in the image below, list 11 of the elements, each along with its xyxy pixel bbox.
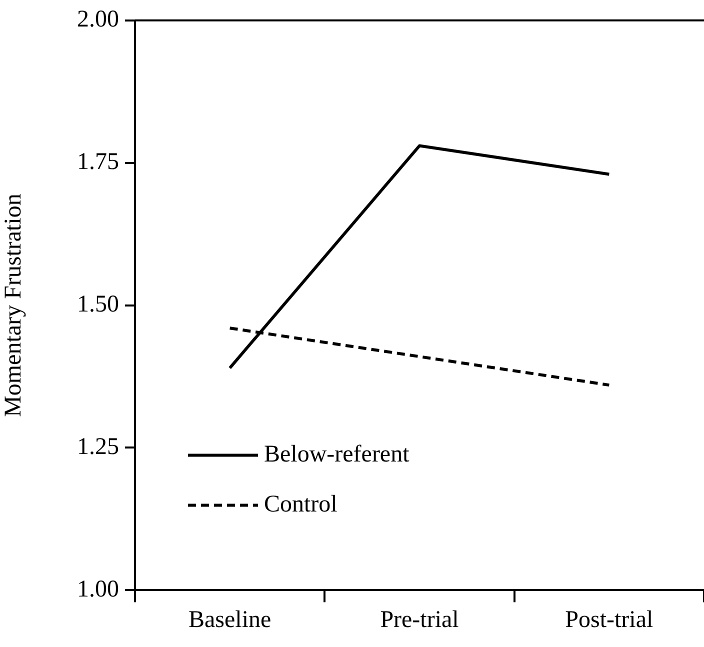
legend-label: Control: [264, 491, 338, 518]
legend-label: Below-referent: [264, 441, 410, 468]
x-tick-label: Post-trial: [565, 606, 654, 633]
y-tick-label: 1.50: [77, 292, 119, 318]
y-tick-label: 2.00: [77, 6, 119, 33]
y-tick-label: 1.00: [77, 576, 119, 602]
x-tick-label: Baseline: [188, 606, 272, 633]
y-tick-label: 1.75: [77, 149, 119, 176]
y-axis-title: Momentary Frustration: [0, 194, 27, 417]
x-tick-label: Pre-trial: [380, 606, 460, 633]
y-tick-label: 1.25: [77, 434, 119, 460]
